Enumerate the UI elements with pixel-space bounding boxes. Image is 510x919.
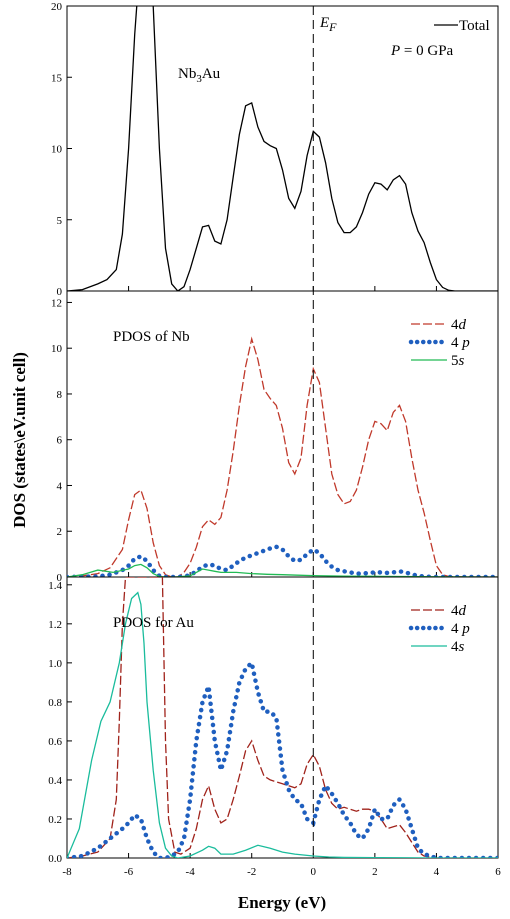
x-tick-label: 6 <box>495 866 501 878</box>
y-tick-label: 8 <box>57 389 63 401</box>
legend-label-total: Total <box>459 18 490 34</box>
y-tick-label: 5 <box>57 215 63 227</box>
x-tick-label: 4 <box>434 866 440 878</box>
y-tick-label: 12 <box>51 297 62 309</box>
legend-label-1: 4 p <box>451 335 470 351</box>
panel-title: PDOS for Au <box>113 615 194 631</box>
series-line-1 <box>67 658 498 858</box>
series-line-0 <box>67 6 498 291</box>
pressure-label: P = 0 GPa <box>390 43 454 59</box>
series-line-0 <box>67 577 498 858</box>
legend-label-0: 4d <box>451 317 467 333</box>
fermi-level-label: EF <box>319 15 337 34</box>
y-tick-label: 0.6 <box>48 736 62 748</box>
panel-top: 0 5 10 15 20 Nb3Au Total P = 0 GPa <box>51 1 499 298</box>
x-axis-label: Energy (eV) <box>238 893 326 912</box>
legend-label-1: 4 p <box>451 621 470 637</box>
x-tick-label: -2 <box>247 866 256 878</box>
y-tick-label: 1.2 <box>48 619 62 631</box>
panel-frame <box>66 576 499 859</box>
y-tick-label: 6 <box>57 435 63 447</box>
legend-label-0: 4d <box>451 603 467 619</box>
y-axis-label: DOS (states\eV.unit cell) <box>10 352 29 528</box>
series-line-2 <box>67 591 498 858</box>
y-tick-label: 1.4 <box>48 580 62 592</box>
y-tick-label: 0.0 <box>48 853 62 865</box>
y-tick-label: 0 <box>57 572 63 584</box>
x-tick-label: -4 <box>186 866 196 878</box>
y-tick-label: 0.8 <box>48 697 62 709</box>
series-line-0 <box>67 336 498 577</box>
legend-label-2: 4s <box>451 639 465 655</box>
y-tick-label: 4 <box>57 480 63 492</box>
panel-title: Nb3Au <box>178 66 221 85</box>
y-tick-label: 10 <box>51 144 63 156</box>
y-tick-label: 1.0 <box>48 658 62 670</box>
series-line-2 <box>67 563 498 577</box>
y-tick-label: 20 <box>51 1 63 13</box>
y-tick-label: 10 <box>51 343 63 355</box>
x-tick-label: 0 <box>311 866 317 878</box>
y-tick-label: 2 <box>57 526 63 538</box>
panel-bottom: 0.0 0.2 0.4 0.6 0.8 1.0 1.2 1.4 -8 -6 -4 -2 0 2 4 6 PDOS… <box>48 576 501 878</box>
x-tick-label: 2 <box>372 866 378 878</box>
x-tick-label: -6 <box>124 866 134 878</box>
panel-title: PDOS of Nb <box>113 329 190 345</box>
legend-label-2: 5s <box>451 353 465 369</box>
y-tick-label: 15 <box>51 72 63 84</box>
y-tick-label: 0 <box>57 286 63 298</box>
y-tick-label: 0.2 <box>48 814 62 826</box>
x-tick-label: -8 <box>62 866 72 878</box>
y-tick-label: 0.4 <box>48 775 62 787</box>
panel-middle: 0 2 4 6 8 10 12 PDOS of Nb 4d 4 p 5s <box>51 290 499 584</box>
